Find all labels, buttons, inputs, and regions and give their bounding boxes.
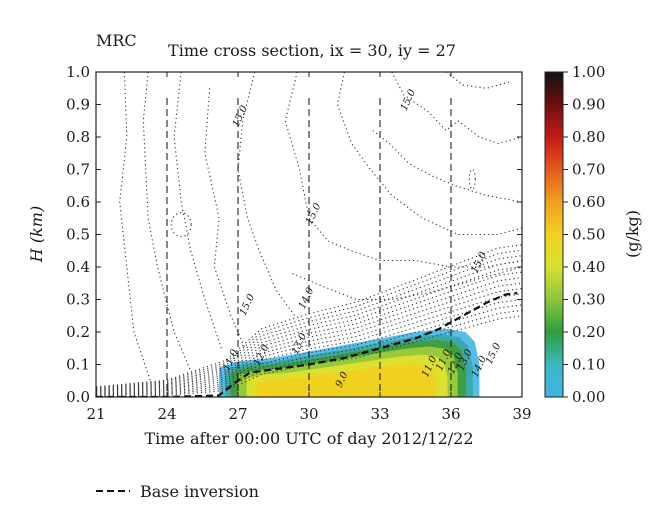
y-tick-label: 0.6 (66, 193, 90, 211)
y-axis: 0.0 0.1 0.2 0.3 0.4 0.5 0.6 0.7 0.8 0.9 1.0 (66, 63, 522, 406)
panel-label: MRC (96, 31, 137, 50)
y-tick-label: 0.2 (66, 323, 90, 341)
cloud-shading (219, 328, 480, 397)
colorbar (544, 71, 564, 398)
contour-line (292, 266, 522, 301)
contour-line (96, 276, 522, 393)
potential-temperature-contours (96, 72, 522, 397)
x-axis: 21 24 27 30 33 36 39 (86, 72, 532, 423)
colorbar-ticks: 0.00 0.10 0.20 0.30 0.40 0.50 0.60 0.70 0.80 0.90… (563, 63, 605, 406)
contour-line (445, 72, 511, 89)
x-tick-label: 27 (228, 405, 247, 423)
contour-label: 14.0 (297, 285, 317, 310)
contour-line (391, 72, 522, 145)
y-tick-label: 0.7 (66, 161, 90, 179)
contour-line (173, 72, 222, 349)
contour-line (96, 260, 522, 390)
y-tick-label: 0.3 (66, 291, 90, 309)
x-tick-label: 33 (370, 405, 389, 423)
contour-loop (468, 168, 476, 190)
contour-line (96, 266, 522, 391)
cloud-band (256, 364, 436, 397)
x-tick-label: 39 (512, 405, 531, 423)
contour-line (96, 287, 522, 394)
chart-title-text: Time cross section, ix = 30, iy = 27 (168, 41, 456, 60)
contour-loop (170, 212, 192, 238)
x-tick-label: 24 (157, 405, 176, 423)
colorbar-tick-label: 0.30 (572, 291, 605, 309)
colorbar-tick-label: 0.80 (572, 128, 605, 146)
legend: Base inversion (96, 482, 259, 501)
contour-line (96, 255, 522, 389)
colorbar-tick-label: 0.50 (572, 226, 605, 244)
vertical-reference-lines (166, 98, 452, 397)
colorbar-tick-label: 0.90 (572, 96, 605, 114)
colorbar-tick-label: 0.10 (572, 356, 605, 374)
colorbar-tick-label: 0.70 (572, 161, 605, 179)
contour-line (204, 88, 246, 349)
contour-label: 15.0 (484, 341, 504, 366)
colorbar-tick-label: 0.00 (572, 388, 605, 406)
x-tick-label: 36 (441, 405, 460, 423)
contour-line (284, 72, 522, 268)
colorbar-tick-label: 0.60 (572, 193, 605, 211)
x-tick-label: 30 (299, 405, 318, 423)
y-tick-label: 0.8 (66, 128, 90, 146)
colorbar-tick-label: 1.00 (572, 63, 605, 81)
colorbar-label: (g/kg) (623, 210, 642, 258)
x-axis-label: Time after 00:00 UTC of day 2012/12/22 (144, 429, 473, 448)
contour-line (119, 72, 151, 381)
contour-label: 15.0 (238, 292, 258, 317)
contour-line (336, 72, 522, 236)
y-axis-label: H (km) (27, 206, 46, 263)
contour-line (96, 293, 522, 395)
chart-title: Time cross section, ix = 30, iy = 27 (168, 41, 456, 60)
base-inversion-line (96, 291, 518, 397)
legend-base-inversion-label: Base inversion (140, 482, 259, 501)
contour-label: 15.0 (231, 103, 251, 128)
colorbar-tick-label: 0.20 (572, 323, 605, 341)
contour-label: 15.0 (470, 250, 490, 275)
y-tick-label: 0.4 (66, 258, 90, 276)
contour-line (372, 130, 522, 203)
y-tick-label: 0.0 (66, 388, 90, 406)
colorbar-tick-label: 0.40 (572, 258, 605, 276)
contour-label: 15.0 (304, 201, 324, 226)
y-tick-label: 1.0 (66, 63, 90, 81)
contour-line (96, 282, 522, 393)
contour-line (96, 271, 522, 392)
x-tick-label: 21 (86, 405, 105, 423)
y-tick-label: 0.5 (66, 226, 90, 244)
y-tick-label: 0.1 (66, 356, 90, 374)
y-tick-label: 0.9 (66, 96, 90, 114)
contour-line (96, 304, 522, 396)
